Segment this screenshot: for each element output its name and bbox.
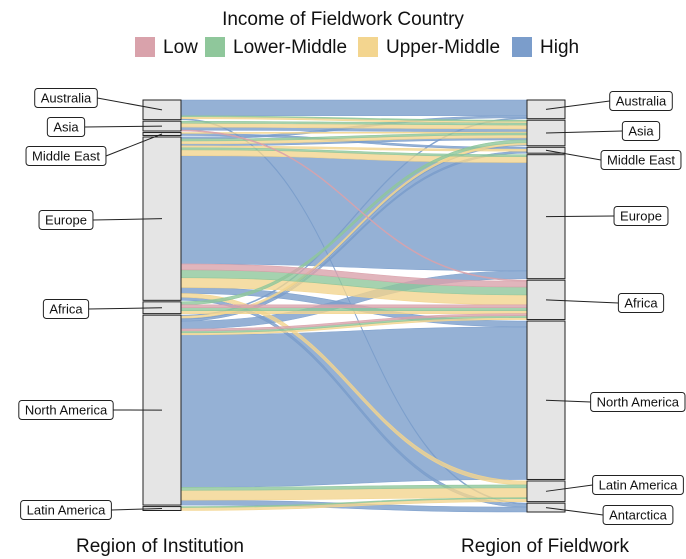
stratum-label: Middle East [32,148,100,163]
leader-line [545,507,604,516]
legend-swatch [358,37,378,57]
flows [180,99,528,513]
legend-swatch [205,37,225,57]
stratum-label: Australia [616,93,667,108]
label-box [46,117,86,137]
flow [180,307,528,311]
stratum-label: Latin America [599,477,679,492]
stratum-label: Australia [41,90,92,105]
stratum-label: North America [597,394,680,409]
leader-line [545,149,602,161]
label-box [42,299,90,319]
legend-swatch [135,37,155,57]
leader-line [111,508,163,511]
legend-label: Upper-Middle [386,37,500,58]
label-box [613,206,669,226]
label-box [617,293,665,313]
stratum-label: Middle East [607,152,675,167]
label-box [25,146,107,166]
label-box [590,392,686,412]
flow [180,304,528,309]
stratum [526,320,566,480]
label-box [38,210,94,230]
leader-line [545,215,615,218]
flow [180,155,528,272]
stratum-label: Antarctica [609,507,668,522]
leader-line [88,307,163,310]
legend-swatch [512,37,532,57]
leader-line [97,97,163,111]
right-axis-title: Region of Fieldwork [461,536,629,557]
stratum-label: Asia [628,123,654,138]
stratum-label: Africa [49,301,83,316]
leader-line [105,133,163,157]
label-box [609,91,673,111]
flow [180,326,528,488]
leader-line [545,484,593,492]
stratum-label: Europe [620,208,662,223]
leader-line [92,218,163,221]
label-box [621,121,661,141]
stratum-label: Europe [45,212,87,227]
label-box [600,150,682,170]
left-axis-title: Region of Institution [76,536,244,557]
label-box [34,88,98,108]
leader-line [545,399,591,403]
stratum-label: Latin America [27,502,107,517]
stratum-label: Asia [53,119,79,134]
label-box [18,400,114,420]
legend-label: High [540,37,579,58]
legend-label: Lower-Middle [233,37,347,58]
legend-label: Low [163,37,198,58]
label-box [602,505,674,525]
label-box [20,500,112,520]
flow [180,99,528,117]
leader-line [84,125,163,128]
label-box [592,475,684,495]
leader-line [545,299,619,304]
legend-title: Income of Fieldwork Country [222,9,464,30]
stratum-label: North America [25,402,108,417]
leader-line [545,130,623,134]
stratum-label: Africa [624,295,658,310]
leader-line [545,100,610,110]
